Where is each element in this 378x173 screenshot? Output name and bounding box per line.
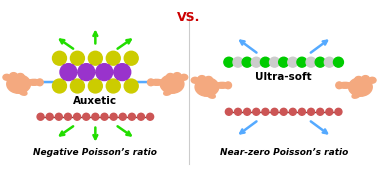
Circle shape xyxy=(106,51,120,65)
Circle shape xyxy=(147,79,154,86)
Circle shape xyxy=(88,51,102,65)
Circle shape xyxy=(110,113,117,120)
Circle shape xyxy=(262,108,269,115)
Circle shape xyxy=(326,108,333,115)
Text: VS.: VS. xyxy=(177,11,201,24)
Circle shape xyxy=(280,108,287,115)
Circle shape xyxy=(74,113,81,120)
Ellipse shape xyxy=(198,76,206,81)
Ellipse shape xyxy=(10,73,17,79)
Circle shape xyxy=(317,108,324,115)
Ellipse shape xyxy=(180,74,188,80)
Text: Ultra-soft: Ultra-soft xyxy=(255,72,312,82)
Circle shape xyxy=(106,79,120,93)
Circle shape xyxy=(60,64,77,81)
Text: Near-zero Poisson’s ratio: Near-zero Poisson’s ratio xyxy=(220,148,348,157)
Ellipse shape xyxy=(164,90,172,95)
Circle shape xyxy=(306,57,316,67)
Circle shape xyxy=(253,108,260,115)
Ellipse shape xyxy=(7,75,31,93)
Circle shape xyxy=(270,57,279,67)
Ellipse shape xyxy=(191,77,199,83)
Ellipse shape xyxy=(174,73,181,79)
Ellipse shape xyxy=(352,93,360,98)
Circle shape xyxy=(225,108,232,115)
Circle shape xyxy=(70,51,84,65)
Circle shape xyxy=(124,79,138,93)
Circle shape xyxy=(36,79,43,86)
Circle shape xyxy=(53,51,67,65)
Circle shape xyxy=(55,113,62,120)
Circle shape xyxy=(114,64,131,81)
Circle shape xyxy=(119,113,126,120)
Circle shape xyxy=(37,113,44,120)
Circle shape xyxy=(244,108,251,115)
Ellipse shape xyxy=(338,82,353,88)
Circle shape xyxy=(251,57,261,67)
Ellipse shape xyxy=(369,77,376,83)
Ellipse shape xyxy=(215,82,230,88)
Circle shape xyxy=(279,57,289,67)
Ellipse shape xyxy=(349,78,372,96)
Circle shape xyxy=(46,113,53,120)
Ellipse shape xyxy=(207,93,215,98)
Circle shape xyxy=(65,113,71,120)
Circle shape xyxy=(308,108,314,115)
Ellipse shape xyxy=(362,76,369,81)
Circle shape xyxy=(288,57,298,67)
Ellipse shape xyxy=(19,90,27,95)
Circle shape xyxy=(271,108,278,115)
Ellipse shape xyxy=(355,76,363,82)
Circle shape xyxy=(138,113,144,120)
Circle shape xyxy=(315,57,325,67)
Circle shape xyxy=(234,108,242,115)
Ellipse shape xyxy=(167,74,174,79)
Circle shape xyxy=(289,108,296,115)
Circle shape xyxy=(96,64,113,81)
Ellipse shape xyxy=(195,78,219,96)
Text: Auxetic: Auxetic xyxy=(73,96,118,106)
Ellipse shape xyxy=(26,79,42,85)
Circle shape xyxy=(335,108,342,115)
Circle shape xyxy=(129,113,135,120)
Circle shape xyxy=(224,57,234,67)
Ellipse shape xyxy=(160,75,184,93)
Circle shape xyxy=(336,82,342,89)
Ellipse shape xyxy=(149,79,164,85)
Ellipse shape xyxy=(205,76,212,82)
Text: Negative Poisson’s ratio: Negative Poisson’s ratio xyxy=(33,148,157,157)
Circle shape xyxy=(333,57,344,67)
Circle shape xyxy=(260,57,270,67)
Circle shape xyxy=(324,57,334,67)
Circle shape xyxy=(297,57,307,67)
Circle shape xyxy=(233,57,243,67)
Circle shape xyxy=(83,113,90,120)
Circle shape xyxy=(242,57,252,67)
Circle shape xyxy=(147,113,153,120)
Circle shape xyxy=(92,113,99,120)
Circle shape xyxy=(88,79,102,93)
Circle shape xyxy=(225,82,231,89)
Circle shape xyxy=(70,79,84,93)
Ellipse shape xyxy=(3,74,11,80)
Circle shape xyxy=(298,108,305,115)
Circle shape xyxy=(124,51,138,65)
Ellipse shape xyxy=(17,74,24,79)
Circle shape xyxy=(101,113,108,120)
Circle shape xyxy=(78,64,95,81)
Circle shape xyxy=(53,79,67,93)
